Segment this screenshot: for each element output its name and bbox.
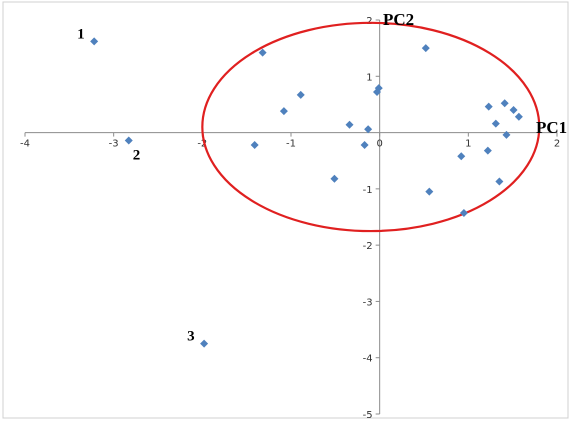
y-tick-label: -1 (363, 185, 373, 196)
y-tick-label: 2 (366, 16, 372, 27)
x-tick-label: 0 (376, 139, 382, 150)
data-point (364, 125, 373, 134)
y-axis-title: PC2 (383, 10, 414, 29)
data-point (500, 99, 509, 108)
cluster-ellipse-group (201, 21, 541, 233)
outlier-point-2 (124, 136, 133, 145)
outlier-label-1: 1 (77, 26, 85, 42)
outlier-point-3 (200, 339, 209, 348)
data-point (250, 140, 259, 149)
data-point (296, 90, 305, 99)
outlier-point-1 (90, 37, 99, 46)
tick-labels-group: -4 -3 -2 -1 0 1 2 2 1 -1 -2 -3 -4 -5 (20, 16, 560, 421)
axes-group (24, 19, 558, 415)
data-point (258, 48, 267, 57)
data-point (421, 44, 430, 53)
data-point (459, 209, 468, 218)
data-point (374, 84, 383, 93)
outlier-label-3: 3 (187, 329, 195, 345)
y-tick-label: -4 (363, 354, 373, 365)
point-labels-group: 1 2 3 (77, 26, 194, 344)
outlier-label-2: 2 (133, 147, 141, 163)
x-tick-label: 1 (465, 139, 471, 150)
data-point (495, 177, 504, 186)
data-points-group (90, 37, 523, 348)
data-point (514, 112, 523, 121)
data-point (360, 140, 369, 149)
data-point (491, 119, 500, 128)
x-tick-label: -4 (20, 139, 30, 150)
data-point (425, 187, 434, 196)
data-point (483, 146, 492, 155)
data-point (345, 120, 354, 129)
x-tick-label: -1 (286, 139, 296, 150)
x-axis-title: PC1 (536, 118, 567, 137)
cluster-ellipse (201, 21, 541, 233)
y-tick-label: -3 (363, 297, 373, 308)
y-tick-label: -2 (363, 241, 373, 252)
y-tick-label: 1 (366, 72, 372, 83)
x-tick-label: -2 (197, 139, 207, 150)
data-point (509, 106, 518, 115)
data-point (279, 107, 288, 116)
data-point (484, 102, 493, 111)
data-point (457, 152, 466, 161)
x-tick-label: -3 (109, 139, 119, 150)
data-point (330, 174, 339, 183)
x-tick-label: 2 (554, 139, 560, 150)
data-point (502, 130, 511, 139)
y-tick-label: -5 (363, 410, 373, 421)
